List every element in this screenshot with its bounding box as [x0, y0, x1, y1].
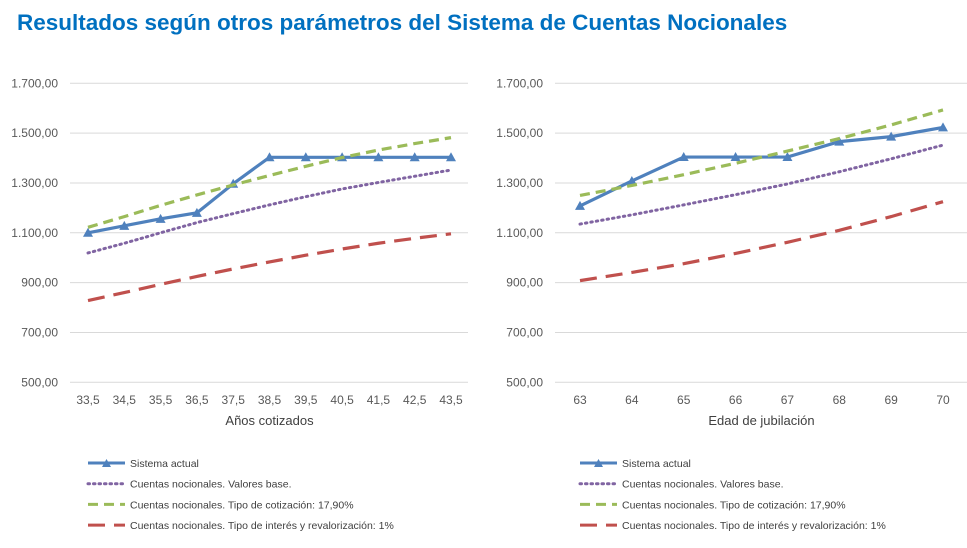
legend-item: Cuentas nocionales. Valores base.	[578, 479, 784, 491]
y-tick-label: 1.100,00	[11, 226, 58, 240]
legend-item: Cuentas nocionales. Valores base.	[86, 479, 292, 491]
data-point	[678, 152, 689, 162]
x-tick-label: 66	[729, 393, 743, 407]
x-tick-label: 38,5	[258, 393, 282, 407]
x-tick-label: 37,5	[222, 393, 246, 407]
legend-item: Cuentas nocionales. Tipo de cotización: …	[580, 499, 846, 511]
series-dashed	[579, 108, 944, 197]
data-point	[834, 136, 845, 146]
y-tick-label: 1.500,00	[11, 126, 58, 140]
data-point	[626, 175, 637, 185]
legend-label: Cuentas nocionales. Tipo de interés y re…	[622, 520, 886, 532]
x-tick-label: 63	[573, 393, 587, 407]
y-tick-label: 1.100,00	[496, 226, 543, 240]
series-line	[87, 155, 451, 235]
y-tick-label: 500,00	[21, 375, 58, 389]
legend-marker	[102, 459, 111, 467]
data-point	[119, 220, 130, 230]
data-point	[83, 227, 93, 237]
data-point	[446, 152, 456, 162]
series-line	[579, 108, 944, 197]
x-tick-label: 70	[936, 393, 950, 407]
x-tick-label: 36,5	[185, 393, 209, 407]
x-tick-label: 39,5	[294, 393, 318, 407]
chart-1: 500,00 700,00 900,00 1.100,00 1.300,00 1.500,…	[11, 76, 468, 532]
series-long-dashed	[579, 200, 944, 283]
x-axis-title: Edad de jubilación	[708, 413, 814, 428]
data-point	[409, 152, 420, 162]
data-point	[373, 152, 384, 162]
legend-label: Cuentas nocionales. Valores base.	[622, 479, 784, 491]
legend-item: Cuentas nocionales. Tipo de interés y re…	[88, 520, 394, 532]
legend-item: Sistema actual	[88, 458, 199, 470]
x-tick-label: 34,5	[113, 393, 137, 407]
y-tick-label: 900,00	[21, 276, 58, 290]
series-line	[578, 143, 945, 226]
y-tick-label: 700,00	[21, 325, 58, 339]
x-axis-title: Años cotizados	[225, 413, 314, 428]
x-tick-label: 40,5	[330, 393, 354, 407]
legend-label: Cuentas nocionales. Tipo de cotización: …	[622, 499, 846, 511]
data-point	[300, 152, 311, 162]
data-point	[191, 207, 202, 217]
y-tick-label: 1.700,00	[496, 76, 543, 90]
data-point	[264, 152, 275, 162]
x-tick-label: 64	[625, 393, 639, 407]
legend-marker	[594, 459, 603, 467]
x-tick-label: 41,5	[367, 393, 391, 407]
x-tick-label: 43,5	[439, 393, 463, 407]
series-long-dashed	[87, 232, 452, 303]
x-tick-label: 33,5	[76, 393, 100, 407]
series-solid-triangle	[83, 152, 456, 237]
legend-label: Sistema actual	[622, 458, 691, 470]
series-line	[87, 136, 452, 229]
series-dashed	[87, 136, 452, 229]
data-point	[782, 152, 793, 162]
data-point	[155, 213, 166, 223]
y-tick-label: 1.300,00	[11, 176, 58, 190]
legend-label: Sistema actual	[130, 458, 199, 470]
legend-label: Cuentas nocionales. Valores base.	[130, 479, 292, 491]
data-point	[886, 131, 897, 141]
legend-item: Sistema actual	[580, 458, 691, 470]
y-tick-label: 700,00	[506, 325, 543, 339]
legend-item: Cuentas nocionales. Tipo de cotización: …	[88, 499, 354, 511]
legend-label: Cuentas nocionales. Tipo de interés y re…	[130, 520, 394, 532]
series-dotted	[86, 168, 453, 255]
series-solid-triangle	[575, 122, 948, 210]
x-tick-label: 68	[833, 393, 847, 407]
y-tick-label: 500,00	[506, 375, 543, 389]
x-tick-label: 69	[884, 393, 898, 407]
data-point	[575, 200, 585, 210]
x-tick-label: 67	[781, 393, 795, 407]
series-line	[579, 200, 944, 283]
x-tick-label: 35,5	[149, 393, 173, 407]
legend-item: Cuentas nocionales. Tipo de interés y re…	[580, 520, 886, 532]
series-line	[86, 168, 453, 255]
legend-label: Cuentas nocionales. Tipo de cotización: …	[130, 499, 354, 511]
page-title: Resultados según otros parámetros del Si…	[17, 10, 788, 35]
series-line	[87, 232, 452, 303]
y-tick-label: 1.500,00	[496, 126, 543, 140]
y-tick-label: 1.700,00	[11, 76, 58, 90]
data-point	[730, 152, 741, 162]
x-tick-label: 65	[677, 393, 691, 407]
chart-2: 500,00 700,00 900,00 1.100,00 1.300,00 1.500,…	[496, 76, 967, 532]
y-tick-label: 1.300,00	[496, 176, 543, 190]
x-tick-label: 42,5	[403, 393, 427, 407]
series-dotted	[578, 143, 945, 226]
data-point	[938, 122, 948, 132]
y-tick-label: 900,00	[506, 276, 543, 290]
